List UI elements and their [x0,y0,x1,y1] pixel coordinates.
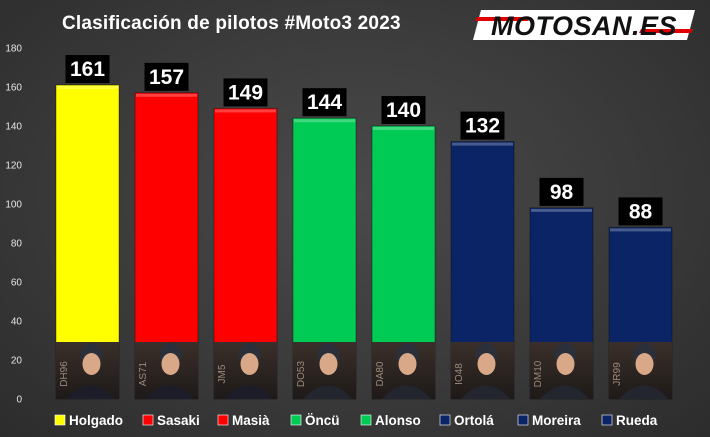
bar-highlight [215,109,276,113]
y-tick-label: 100 [5,200,22,211]
legend-item-rueda: Rueda [601,413,658,428]
legend-label: Ortolá [454,413,494,428]
bar-group-moreira: DM10 98 [529,177,594,400]
legend-swatch [360,414,372,426]
bar-highlight [610,228,671,232]
rider-suit [66,385,115,399]
rider-number-tag: DH96 [59,361,70,387]
legend-swatch [290,414,302,426]
value-label-box [618,197,663,226]
legend-label: Holgado [69,413,123,428]
value-label-box [144,62,189,91]
value-label: 140 [386,99,421,122]
rider-number-tag: AS71 [138,361,149,386]
bar-group-alonso: DA80 140 [371,96,436,400]
rider-number-tag: DA80 [375,361,386,386]
rider-suit [619,385,668,399]
bar-group-ortolá: IO48 132 [450,111,515,400]
rider-number-tag: DO53 [296,361,307,388]
value-label: 161 [70,58,105,81]
value-label-box [223,78,268,107]
bar-group-sasaki: AS71 157 [134,62,199,400]
rider-number-tag: JR99 [612,362,623,386]
bars: DH96 161 AS71 157 JM5 149 DO53 144 DA80 140 IO48 13… [55,55,673,400]
value-label-box [65,55,110,84]
legend-swatch [601,414,613,426]
rider-face [556,353,575,375]
legend-item-masià: Masià [217,413,270,428]
legend-item-öncü: Öncü [290,413,340,428]
bar-group-öncü: DO53 144 [292,88,357,400]
y-tick-label: 60 [11,278,23,289]
value-label: 149 [228,81,263,104]
value-label-box [460,111,505,140]
rider-face [240,353,259,375]
rider-suit [461,385,510,399]
y-tick-label: 120 [5,161,22,172]
rider-face [161,353,180,375]
y-tick-label: 80 [11,239,23,250]
legend-item-ortolá: Ortolá [439,413,494,428]
y-tick-label: 140 [5,122,22,133]
rider-suit [224,385,273,399]
legend: Holgado Sasaki Masià Öncü Alonso Ortolá Moreir… [54,413,658,428]
value-label: 144 [307,91,342,114]
legend-label: Moreira [532,413,581,428]
rider-face [398,353,417,375]
y-tick-label: 40 [11,317,23,328]
value-label-box [539,177,584,206]
bar-highlight [452,142,513,146]
rider-face [635,353,654,375]
legend-label: Alonso [375,413,421,428]
legend-item-alonso: Alonso [360,413,421,428]
chart-title: Clasificación de pilotos #Moto3 2023 [62,13,401,34]
rider-face [477,353,496,375]
motosan-logo: MOTOSAN.ES [473,10,695,41]
value-label-box [302,88,347,117]
bar-group-masià: JM5 149 [213,78,278,400]
svg-text:MOTOSAN.ES: MOTOSAN.ES [491,11,677,41]
bar-group-rueda: JR99 88 [608,197,673,400]
legend-item-moreira: Moreira [517,413,581,428]
value-label: 98 [550,181,574,204]
legend-swatch [142,414,154,426]
rider-number-tag: DM10 [533,360,544,387]
rider-suit [382,385,431,399]
bar-highlight [136,93,197,97]
value-label: 132 [465,115,500,138]
y-tick-label: 20 [11,356,23,367]
bar-highlight [531,208,592,212]
legend-swatch [439,414,451,426]
rider-number-tag: JM5 [217,364,228,383]
bar-highlight [294,119,355,123]
bar-group-holgado: DH96 161 [55,55,120,400]
legend-swatch [217,414,229,426]
rider-suit [145,385,194,399]
bar-highlight [57,86,118,90]
y-axis: 0 20 40 60 80 100 120 140 160 180 [5,44,22,406]
y-tick-label: 160 [5,83,22,94]
legend-swatch [517,414,529,426]
value-label: 88 [629,200,653,223]
y-tick-label: 180 [5,44,22,55]
legend-label: Öncü [305,413,340,428]
legend-item-sasaki: Sasaki [142,413,200,428]
rider-face [82,353,101,375]
legend-item-holgado: Holgado [54,413,123,428]
rider-suit [303,385,352,399]
y-tick-label: 0 [16,395,22,406]
legend-label: Rueda [616,413,658,428]
legend-label: Masià [232,413,270,428]
rider-number-tag: IO48 [454,363,465,385]
legend-swatch [54,414,66,426]
legend-label: Sasaki [157,413,200,428]
value-label: 157 [149,66,184,89]
bar-highlight [373,127,434,130]
rider-face [319,353,338,375]
rider-suit [540,385,589,399]
value-label-box [381,96,426,124]
